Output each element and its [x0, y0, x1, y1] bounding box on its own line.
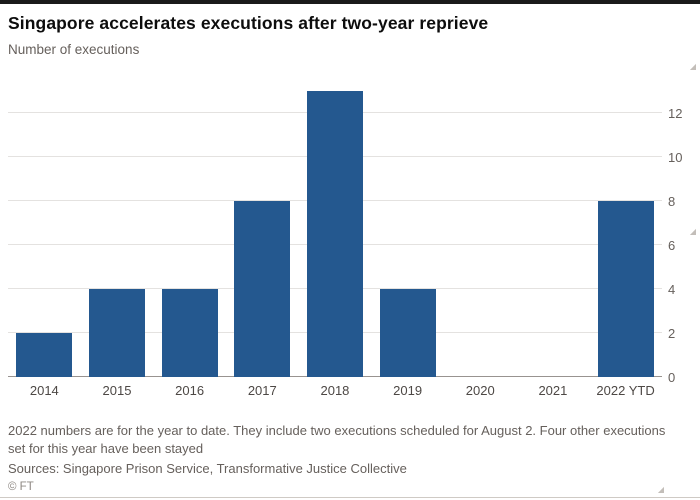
bar-slot — [299, 85, 371, 377]
y-tick-label: 12 — [668, 106, 683, 121]
x-tick-label: 2018 — [320, 383, 350, 398]
y-tick-label: 4 — [668, 282, 676, 297]
x-tick-label: 2015 — [102, 383, 132, 398]
bar-2022-ytd — [597, 201, 654, 377]
bottom-rule — [0, 497, 700, 498]
resize-handle-icon: ◢ — [657, 485, 664, 494]
bar-slot — [517, 85, 589, 377]
bar-2015 — [88, 289, 145, 377]
y-tick-label: 2 — [668, 326, 676, 341]
y-tick-label: 6 — [668, 238, 676, 253]
bars-container — [8, 85, 662, 377]
x-tick-label: 2019 — [393, 383, 423, 398]
x-axis: 2014 2015 2016 2017 2018 2019 2020 2021 2022 YTD — [8, 383, 662, 398]
bar-2019 — [379, 289, 436, 377]
bar-slot — [154, 85, 226, 377]
chart-title: Singapore accelerates executions after t… — [8, 13, 489, 33]
y-tick-label: 8 — [668, 194, 676, 209]
plot-area — [8, 85, 662, 377]
x-tick-label: 2020 — [465, 383, 495, 398]
resize-handle-icon: ◢ — [689, 227, 696, 236]
y-tick-label: 10 — [668, 150, 683, 165]
bar-slot — [590, 85, 662, 377]
bar-slot — [81, 85, 153, 377]
bar-2018 — [306, 91, 363, 377]
x-tick-label: 2022 YTD — [596, 383, 655, 398]
ft-copyright: © FT — [8, 481, 34, 493]
bar-2016 — [161, 289, 218, 377]
bar-2017 — [234, 201, 291, 377]
y-tick-label: 0 — [668, 370, 676, 385]
bar-slot — [8, 85, 80, 377]
x-tick-label: 2016 — [175, 383, 205, 398]
top-rule — [0, 0, 700, 4]
y-axis: 0 2 4 6 8 10 12 — [662, 85, 692, 385]
chart-sources: Sources: Singapore Prison Service, Trans… — [8, 461, 407, 477]
chart-footnote: 2022 numbers are for the year to date. T… — [8, 423, 666, 457]
x-tick-label: 2021 — [538, 383, 568, 398]
x-tick-label: 2014 — [29, 383, 59, 398]
bar-2014 — [16, 333, 73, 377]
bar-slot — [226, 85, 298, 377]
resize-handle-icon: ◢ — [689, 62, 696, 71]
bar-chart: 0 2 4 6 8 10 12 2014 2015 2016 2017 2018 2019 2020 20… — [8, 85, 692, 398]
x-tick-label: 2017 — [247, 383, 277, 398]
chart-subtitle: Number of executions — [8, 42, 140, 57]
bar-slot — [444, 85, 516, 377]
bar-slot — [372, 85, 444, 377]
